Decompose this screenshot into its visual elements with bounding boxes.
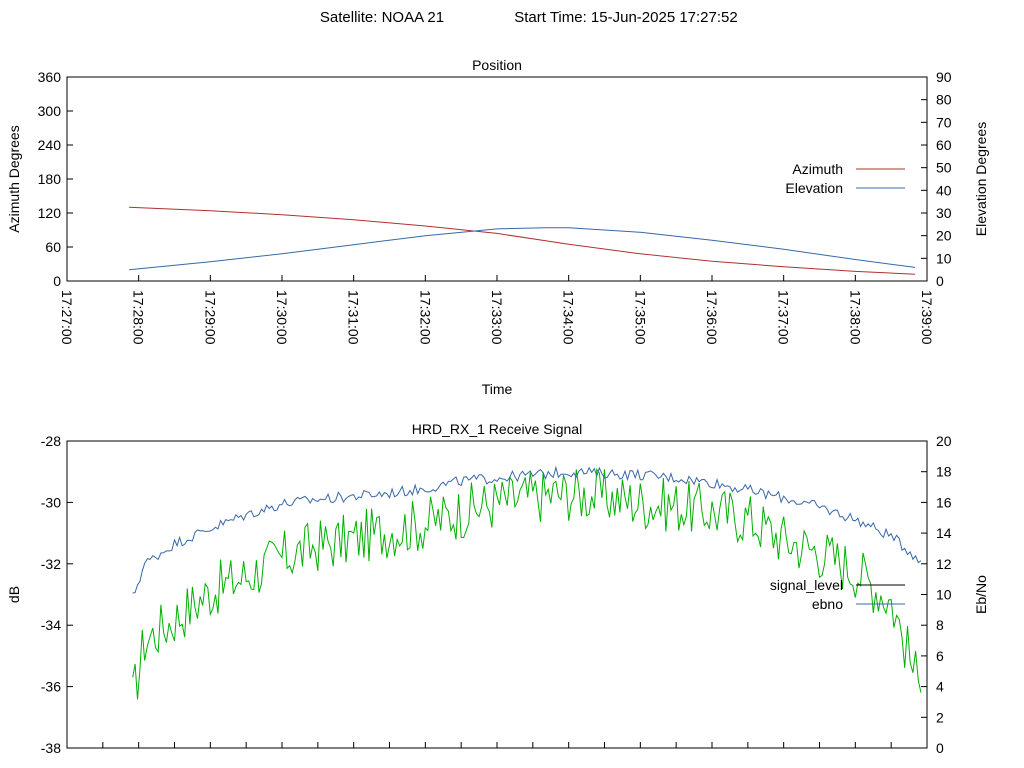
y2-tick-label: 80 (936, 92, 952, 108)
satellite-title: Satellite: NOAA 21 (320, 9, 444, 26)
x-tick-label: 17:35:00 (632, 290, 648, 345)
y-axis-label: Azimuth Degrees (6, 125, 22, 232)
y-tick-label: -32 (41, 556, 61, 572)
y2-tick-label: 16 (936, 494, 952, 510)
y2-tick-label: 90 (936, 69, 952, 85)
y-tick-label: -36 (41, 679, 61, 695)
x-tick-label: 17:36:00 (704, 290, 720, 345)
y-tick-label: 300 (38, 103, 62, 119)
y2-tick-label: 6 (936, 648, 944, 664)
y-tick-label: 360 (38, 69, 62, 85)
y2-tick-label: 10 (936, 250, 952, 266)
y2-tick-label: 60 (936, 137, 952, 153)
y-tick-label: 60 (45, 239, 61, 255)
plot-frame (66, 440, 928, 749)
plot-frame (66, 76, 928, 282)
series-line-signal_level (132, 468, 922, 700)
chart-title: HRD_RX_1 Receive Signal (412, 421, 582, 437)
series-line-Elevation (129, 227, 916, 271)
y-tick-label: 0 (53, 273, 61, 289)
x-tick-label: 17:30:00 (274, 290, 290, 345)
y2-tick-label: 20 (936, 433, 952, 449)
x-tick-label: 17:39:00 (919, 290, 935, 345)
y-tick-label: 240 (38, 137, 62, 153)
y2-tick-label: 12 (936, 556, 952, 572)
x-tick-label: 17:32:00 (417, 290, 433, 345)
y2-tick-label: 40 (936, 182, 952, 198)
x-axis-label: Time (482, 381, 513, 397)
y-tick-label: -28 (41, 433, 61, 449)
series-line-ebno (132, 465, 922, 594)
x-tick-label: 17:29:00 (202, 290, 218, 345)
y2-tick-label: 20 (936, 228, 952, 244)
legend-label-signal_level: signal_level (770, 577, 843, 593)
y2-tick-label: 30 (936, 205, 952, 221)
y-tick-label: -34 (41, 617, 61, 633)
y2-tick-label: 8 (936, 617, 944, 633)
x-tick-label: 17:31:00 (346, 290, 362, 345)
chart-title: Position (472, 57, 522, 73)
y2-axis-label: Eb/No (973, 575, 989, 614)
x-tick-label: 17:33:00 (489, 290, 505, 345)
x-tick-label: 17:28:00 (131, 290, 147, 345)
x-tick-label: 17:34:00 (561, 290, 577, 345)
position-chart: Position 0 60 120 180 240 300 360 0 10 20 30 40 50 60 7… (6, 57, 989, 397)
start-time-title: Start Time: 15-Jun-2025 17:27:52 (514, 9, 737, 26)
x-tick-label: 17:37:00 (776, 290, 792, 345)
y2-tick-label: 14 (936, 525, 952, 541)
legend-label-ebno: ebno (812, 596, 843, 612)
y-tick-label: 180 (38, 171, 62, 187)
x-tick-label: 17:27:00 (59, 290, 75, 345)
y-tick-label: -38 (41, 740, 61, 756)
y-axis-label: dB (6, 586, 22, 603)
y2-tick-label: 70 (936, 114, 952, 130)
receive-signal-chart: HRD_RX_1 Receive Signal -28 -30 -32 -34 -36 -3… (6, 421, 989, 756)
y2-tick-label: 0 (936, 273, 944, 289)
y2-tick-label: 4 (936, 679, 944, 695)
y2-tick-label: 10 (936, 587, 952, 603)
y2-tick-label: 2 (936, 709, 944, 725)
series-line-Azimuth (129, 206, 916, 275)
legend-label-Azimuth: Azimuth (792, 161, 843, 177)
y2-tick-label: 50 (936, 160, 952, 176)
legend-label-Elevation: Elevation (785, 180, 843, 196)
y2-tick-label: 0 (936, 740, 944, 756)
y-tick-label: -30 (41, 494, 61, 510)
x-tick-label: 17:38:00 (847, 290, 863, 345)
y2-axis-label: Elevation Degrees (973, 122, 989, 236)
y-tick-label: 120 (38, 205, 62, 221)
y2-tick-label: 18 (936, 464, 952, 480)
